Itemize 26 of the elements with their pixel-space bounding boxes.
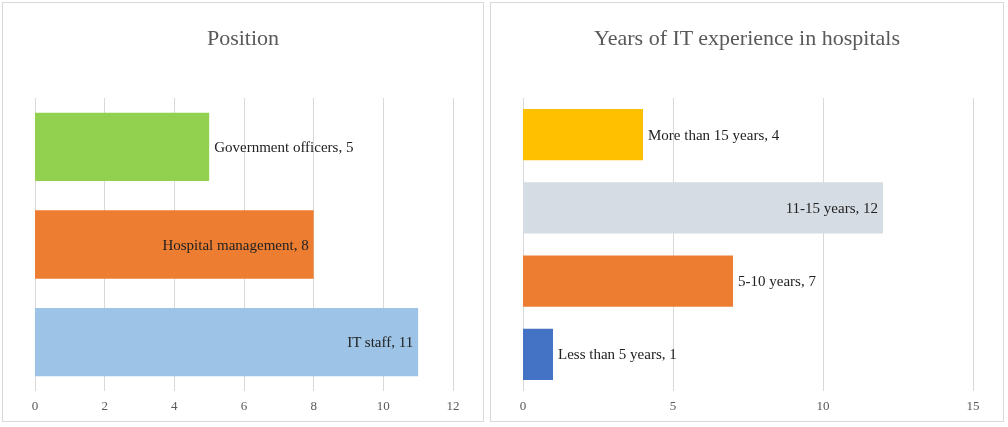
x-tick-label: 2 <box>101 398 108 413</box>
x-tick-label: 0 <box>31 398 39 413</box>
x-tick-label: 15 <box>966 398 980 413</box>
bar <box>523 255 733 307</box>
x-tick-label: 10 <box>816 398 830 413</box>
chart-title: Position <box>206 24 280 50</box>
x-tick-label: 0 <box>519 398 527 413</box>
x-tick-label: 5 <box>669 398 677 413</box>
data-label: More than 15 years, 4 <box>648 126 780 143</box>
bar <box>35 210 314 279</box>
data-label: Less than 5 years, 1 <box>558 346 677 363</box>
x-tick-label: 10 <box>376 398 390 413</box>
x-tick-label: 8 <box>310 398 317 413</box>
chart-title: Years of IT experience in hospitals <box>594 24 900 50</box>
bar <box>35 307 419 377</box>
x-tick-label: 6 <box>240 398 248 413</box>
data-label: Hospital management, 8 <box>162 236 309 253</box>
bar <box>35 112 210 182</box>
x-tick-label: 4 <box>171 398 179 413</box>
data-label: 5-10 years, 7 <box>738 273 817 290</box>
x-tick-label: 12 <box>446 398 460 413</box>
data-label: 11-15 years, 12 <box>785 199 878 216</box>
data-label: IT staff, 11 <box>347 334 414 351</box>
bar <box>523 328 553 381</box>
bar <box>523 108 643 161</box>
data-label: Government officers, 5 <box>214 138 354 155</box>
